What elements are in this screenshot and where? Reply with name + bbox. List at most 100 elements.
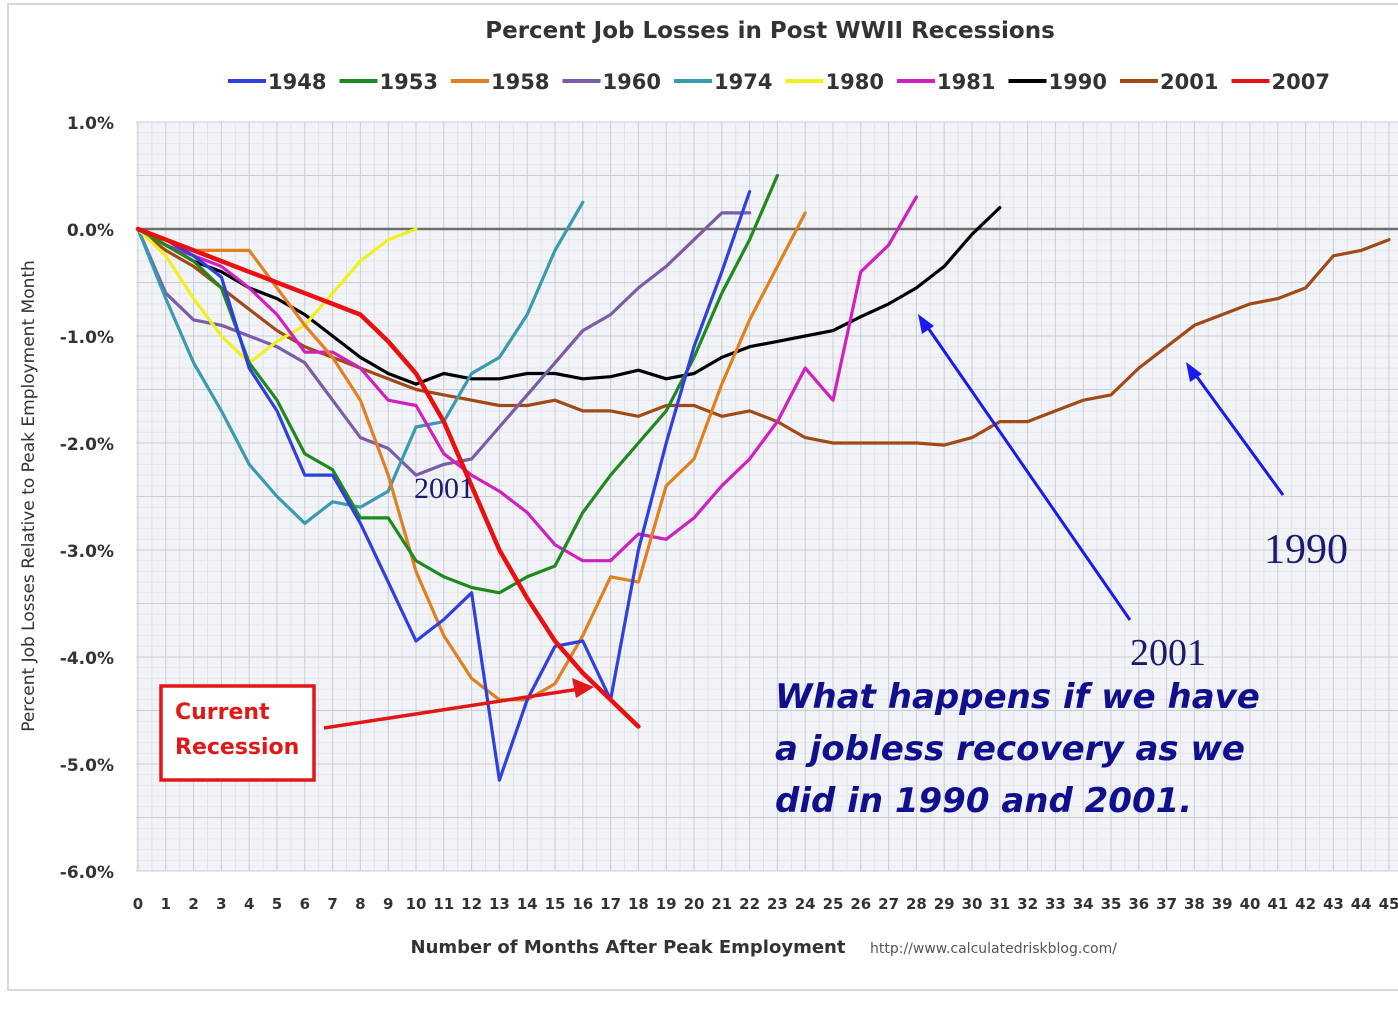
question-line-2: a jobless recovery as we (775, 729, 1245, 769)
x-tick-label: 45 (1379, 895, 1398, 913)
x-tick-label: 23 (767, 895, 788, 913)
annotation-2001-large: 2001 (1130, 632, 1206, 674)
legend: 1948 1953 1958 1960 1974 1980 1981 1990 2001 2007 (228, 70, 1330, 94)
x-tick-label: 25 (823, 895, 844, 913)
x-tick-label: 40 (1240, 895, 1261, 913)
x-tick-label: 15 (545, 895, 566, 913)
x-tick-label: 27 (878, 895, 899, 913)
x-tick-label: 26 (850, 895, 871, 913)
y-tick-label: -5.0% (60, 756, 114, 776)
x-tick-label: 21 (711, 895, 732, 913)
x-tick-label: 35 (1101, 895, 1122, 913)
x-tick-label: 37 (1156, 895, 1177, 913)
x-tick-label: 43 (1323, 895, 1344, 913)
legend-label-1960: 1960 (603, 70, 661, 94)
x-tick-label: 29 (934, 895, 955, 913)
1990-arrowhead (1186, 362, 1202, 382)
current-recession-arrow (323, 686, 587, 730)
x-tick-label: 3 (216, 895, 226, 913)
y-tick-label: -1.0% (60, 328, 114, 348)
x-tick-label: 8 (355, 895, 365, 913)
legend-label-1958: 1958 (491, 70, 549, 94)
major-grid (136, 121, 1398, 872)
x-tick-label: 36 (1128, 895, 1149, 913)
chart-title: Percent Job Losses in Post WWII Recessio… (485, 18, 1055, 44)
x-tick-label: 22 (739, 895, 760, 913)
callouts (159, 314, 1285, 782)
x-tick-label: 44 (1351, 895, 1372, 913)
y-tick-label: -2.0% (60, 435, 114, 455)
x-tick-label: 6 (300, 895, 310, 913)
legend-label-1948: 1948 (268, 70, 326, 94)
x-tick-label: 19 (656, 895, 677, 913)
series-line-1974 (136, 200, 585, 525)
x-tick-label: 14 (517, 895, 538, 913)
x-tick-label: 41 (1267, 895, 1288, 913)
x-tick-label: 13 (489, 895, 510, 913)
x-tick-label: 2 (188, 895, 198, 913)
x-tick-label: 38 (1184, 895, 1205, 913)
x-tick-label: 32 (1017, 895, 1038, 913)
current-recession-label-1: Current (175, 700, 270, 725)
legend-label-1980: 1980 (826, 70, 884, 94)
legend-label-2007: 2007 (1272, 70, 1330, 94)
series-line-1980 (136, 227, 418, 365)
x-tick-label: 28 (906, 895, 927, 913)
2001-arrow (922, 321, 1132, 621)
legend-label-2001: 2001 (1160, 70, 1218, 94)
x-tick-label: 39 (1212, 895, 1233, 913)
series-line-1958 (136, 211, 807, 702)
legend-label-1953: 1953 (380, 70, 438, 94)
series-lines (135, 173, 1391, 782)
x-tick-label: 24 (795, 895, 816, 913)
y-tick-label: -3.0% (60, 542, 114, 562)
x-tick-label: 42 (1295, 895, 1316, 913)
series-line-2007 (135, 226, 641, 729)
x-tick-label: 12 (461, 895, 482, 913)
y-tick-label: 0.0% (67, 221, 114, 241)
source-url: http://www.calculatedriskblog.com/ (870, 941, 1117, 957)
y-axis-label: Percent Job Losses Relative to Peak Empl… (19, 260, 39, 732)
x-tick-label: 4 (244, 895, 254, 913)
legend-label-1981: 1981 (937, 70, 995, 94)
y-tick-label: 1.0% (67, 114, 114, 134)
x-tick-label: 7 (327, 895, 337, 913)
x-axis: 0 1 2 3 4 5 6 7 8 9 10 11 12 13 14 15 16 17 18 19 20 21 22 23 24… (133, 895, 1398, 913)
legend-label-1974: 1974 (714, 70, 772, 94)
2001-arrowhead (918, 314, 934, 334)
x-tick-label: 18 (628, 895, 649, 913)
annotation-2001-small: 2001 (414, 472, 474, 505)
y-axis: 1.0% 0.0% -1.0% -2.0% -3.0% -4.0% -5.0% -6.0% (60, 114, 114, 883)
x-tick-label: 30 (962, 895, 983, 913)
x-tick-label: 0 (133, 895, 143, 913)
x-tick-label: 33 (1045, 895, 1066, 913)
current-recession-label-2: Recession (175, 735, 299, 760)
x-tick-label: 34 (1073, 895, 1094, 913)
current-recession-arrowhead (572, 678, 594, 698)
annotation-1990: 1990 (1264, 527, 1348, 573)
series-line-1981 (136, 195, 919, 563)
x-tick-label: 5 (272, 895, 282, 913)
x-axis-label: Number of Months After Peak Employment (411, 937, 846, 958)
current-recession-box (159, 684, 316, 782)
legend-label-1990: 1990 (1049, 70, 1107, 94)
y-tick-label: -4.0% (60, 649, 114, 669)
x-tick-label: 20 (684, 895, 705, 913)
series-line-2001 (136, 227, 1391, 447)
question-line-3: did in 1990 and 2001. (775, 781, 1192, 821)
x-tick-label: 10 (406, 895, 427, 913)
question-line-1: What happens if we have (775, 677, 1260, 717)
annotations: 2001 2001 1990 Current Recession What ha… (175, 472, 1348, 821)
x-tick-label: 17 (600, 895, 621, 913)
1990-arrow (1190, 369, 1285, 496)
x-tick-label: 9 (383, 895, 393, 913)
y-tick-label: -6.0% (60, 863, 114, 883)
x-tick-label: 11 (433, 895, 454, 913)
series-line-1948 (136, 190, 752, 782)
x-tick-label: 1 (161, 895, 171, 913)
x-tick-label: 31 (989, 895, 1010, 913)
x-tick-label: 16 (572, 895, 593, 913)
series-line-1990 (136, 206, 1002, 386)
